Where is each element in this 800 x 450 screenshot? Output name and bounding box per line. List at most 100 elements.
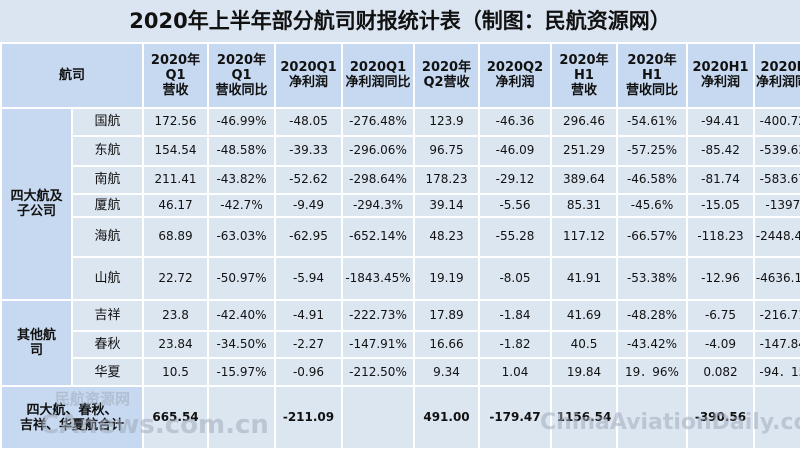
column-header: 2020H1 净利润同比 [753,42,800,109]
tot [207,385,276,450]
cell: -62.95 [274,216,343,258]
cell: 41.91 [550,255,618,302]
column-header: 2020Q1 净利润同比 [341,42,415,109]
data-row: 春秋 23.84 -34.50% -2.27 -147.91% 16.66 -1.82 40.… [1,329,800,359]
cell: -5.56 [478,192,552,219]
table: 航司 2020年 Q1 营收 2020年 Q1 营收同比 2020Q1 净利润 2020… [0,42,800,450]
cell: -212.50% [341,356,415,388]
cell: -34.50% [207,329,276,359]
cell: 17.89 [413,299,480,332]
cell: 154.54 [142,135,209,167]
cell: -4.91 [274,299,343,332]
cell: 46.17 [142,192,209,219]
cell: 40.5 [550,329,618,359]
cell: -294.3% [341,192,415,219]
cell: -4636.19% [753,255,800,302]
cell: -276.48% [341,106,415,138]
tot: 491.00 [413,385,480,450]
cell: -4.09 [686,329,755,359]
cell: -48.28% [616,299,688,332]
air: 海航 [71,216,144,258]
cell: -52.62 [274,164,343,195]
total-row: 四大航、春秋、 吉祥、华夏航合计 665.54 -211.09 491.00 -179.… [0,385,800,450]
cell: -39.33 [274,135,343,167]
cell: 178.23 [413,164,480,195]
cell: -222.73% [341,299,415,332]
cell: -8.05 [478,255,552,302]
air: 南航 [71,164,144,195]
cell: 1.04 [478,356,552,388]
data-row: 其他航 司吉祥 23.8 -42.40% -4.91 -222.73% 17.89 -1.8… [0,299,800,388]
tot: -211.09 [274,385,343,450]
cell: -12.96 [686,255,755,302]
grp: 其他航 司 [0,299,73,388]
cell: -63.03% [207,216,276,258]
cell: -1843.45% [341,255,415,302]
cell: 389.64 [550,164,618,195]
data-row: 厦航 46.17 -42.7% -9.49 -294.3% 39.14 -5.56 85.31… [1,192,800,219]
cell: -81.74 [686,164,755,195]
cell: 251.29 [550,135,618,167]
column-header: 2020年 H1 营收 [550,42,618,109]
air: 山航 [71,255,144,302]
cell: -1.84 [478,299,552,332]
title: 2020年上半年部分航司财报统计表（制图：民航资源网） [0,0,800,42]
cell: -296.06% [341,135,415,167]
column-header: 2020H1 净利润 [686,42,755,109]
cell: 41.69 [550,299,618,332]
tot: -390.56 [686,385,755,450]
cell: -147.84% [753,329,800,359]
cell: 39.14 [413,192,480,219]
cell: 117.12 [550,216,618,258]
cell: 96.75 [413,135,480,167]
cell: 296.46 [550,106,618,138]
cell: 19．96% [616,356,688,388]
column-header: 2020年 Q1 营收 [142,42,209,109]
watermark: ChinaAviationDaily.com [540,410,800,435]
cell: 68.89 [142,216,209,258]
cell: -46.36 [478,106,552,138]
air: 东航 [71,135,144,167]
cell: 19.19 [413,255,480,302]
cell: -15.05 [686,192,755,219]
cell: -0.96 [274,356,343,388]
cell: -147.91% [341,329,415,359]
cell: -48.58% [207,135,276,167]
data-row: 山航 22.72 -50.97% -5.94 -1843.45% 19.19 -8.05 41… [1,255,800,302]
cell: -400.72% [753,106,800,138]
cell: -42.40% [207,299,276,332]
cell: -2.27 [274,329,343,359]
cell: 85.31 [550,192,618,219]
cell: 0.082 [686,356,755,388]
cell: -42.7% [207,192,276,219]
cell: -53.38% [616,255,688,302]
cell: 19.84 [550,356,618,388]
cell: -539.63% [753,135,800,167]
tot: 665.54 [142,385,209,450]
tot [616,385,688,450]
cell: 172.56 [142,106,209,138]
cell: 23.8 [142,299,209,332]
column-header: 2020Q2 净利润 [478,42,552,109]
cell: -15.97% [207,356,276,388]
cell: 211.41 [142,164,209,195]
cell: -66.57% [616,216,688,258]
watermark: 民航资源网 [55,390,131,408]
cell: -583.67% [753,164,800,195]
cell: -652.14% [341,216,415,258]
cell: -48.05 [274,106,343,138]
grp: 四大航及 子公司 [0,106,73,302]
column-header: 2020年 Q1 营收同比 [207,42,276,109]
cell: -54.61% [616,106,688,138]
header-row: 航司 2020年 Q1 营收 2020年 Q1 营收同比 2020Q1 净利润 2020… [0,42,800,109]
column-header: 航司 [0,42,144,109]
cell: 48.23 [413,216,480,258]
cell: 9.34 [413,356,480,388]
tot: -179.47 [478,385,552,450]
cell: -1397% [753,192,800,219]
cell: -46.09 [478,135,552,167]
cell: -118.23 [686,216,755,258]
cell: -6.75 [686,299,755,332]
data-row: 四大航及 子公司 国航 172.56 -46.99% -48.05 -276.48% 123… [0,106,800,302]
